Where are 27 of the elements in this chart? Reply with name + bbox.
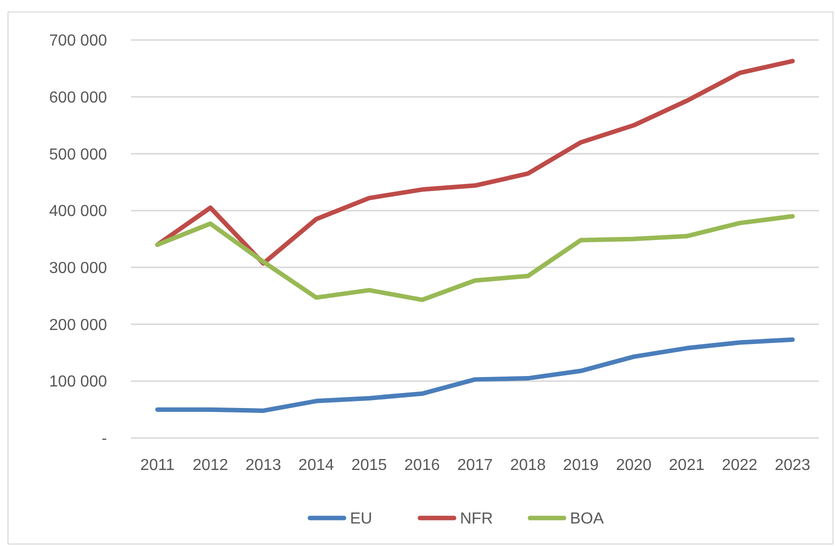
y-tick-label: 400 000 <box>49 203 108 220</box>
y-tick-label: 700 000 <box>49 32 108 50</box>
x-tick-label: 2011 <box>140 457 175 474</box>
x-tick-label: 2021 <box>668 457 705 474</box>
legend-label: EU <box>350 510 372 528</box>
legend-label: NFR <box>460 510 493 528</box>
x-tick-label: 2019 <box>563 457 599 474</box>
x-tick-label: 2020 <box>616 457 652 474</box>
x-tick-label: 2015 <box>351 457 388 474</box>
legend-label: BOA <box>570 510 604 528</box>
line-series <box>155 337 795 413</box>
x-tick-label: 2017 <box>457 457 493 474</box>
x-tick-label: 2023 <box>774 457 810 474</box>
y-tick-label: 500 000 <box>49 146 108 164</box>
x-tick-label: 2012 <box>192 457 228 474</box>
y-tick-label: 200 000 <box>49 316 108 334</box>
x-tick-label: 2016 <box>404 457 440 474</box>
y-tick-label: 300 000 <box>49 260 108 278</box>
line-series <box>155 58 795 266</box>
y-tick-label: - <box>102 430 107 448</box>
x-tick-label: 2014 <box>298 457 334 474</box>
x-tick-label: 2022 <box>722 457 758 474</box>
x-tick-label: 2013 <box>246 457 282 474</box>
x-tick-label: 2018 <box>510 457 546 474</box>
y-tick-label: 100 000 <box>49 374 108 391</box>
line-series <box>155 214 795 302</box>
y-tick-label: 600 000 <box>49 89 108 106</box>
